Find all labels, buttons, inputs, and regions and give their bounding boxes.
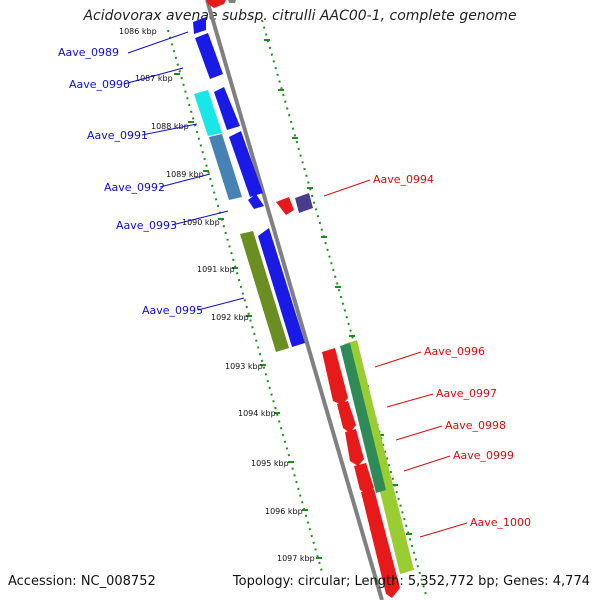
reverse-genes bbox=[322, 348, 400, 598]
gene-label-aave-0997[interactable]: Aave_0997 bbox=[436, 387, 497, 400]
gene-block-seagreen[interactable] bbox=[340, 343, 386, 493]
gene-block-aave-0991-cyan[interactable] bbox=[194, 90, 222, 136]
left-dotted-guide bbox=[167, 29, 323, 573]
tick-label: 1092 kbp bbox=[211, 313, 249, 322]
forward-genes bbox=[193, 17, 305, 347]
genome-stats-text: Topology: circular; Length: 5,352,772 bp… bbox=[232, 574, 590, 589]
tick-label: 1093 kbp bbox=[225, 362, 263, 371]
gene-label-aave-0990[interactable]: Aave_0990 bbox=[69, 78, 130, 91]
tick-label: 1087 kbp bbox=[135, 74, 173, 83]
tick-label: 1091 kbp bbox=[197, 265, 235, 274]
gene-arrow-aave-0996[interactable] bbox=[322, 348, 348, 405]
gene-arrow-aave-0995[interactable] bbox=[258, 228, 305, 347]
right-gene-labels: Aave_0994 Aave_0996 Aave_0997 Aave_0998 … bbox=[373, 173, 531, 529]
tick-label: 1094 kbp bbox=[238, 409, 276, 418]
tick-label: 1089 kbp bbox=[166, 170, 204, 179]
gene-label-aave-0996[interactable]: Aave_0996 bbox=[424, 345, 485, 358]
gene-label-aave-0999[interactable]: Aave_0999 bbox=[453, 449, 514, 462]
gene-arrow-aave-0998[interactable] bbox=[345, 429, 364, 466]
gene-label-aave-1000[interactable]: Aave_1000 bbox=[470, 516, 531, 529]
tick-label: 1086 kbp bbox=[119, 27, 157, 36]
left-gene-labels: Aave_0989 Aave_0990 Aave_0991 Aave_0992 … bbox=[58, 46, 203, 317]
gene-arrow-top-partial-2[interactable] bbox=[228, 0, 236, 3]
gene-label-aave-0992[interactable]: Aave_0992 bbox=[104, 181, 165, 194]
left-scale-dashes bbox=[174, 73, 322, 559]
gene-arrow-aave-0990[interactable] bbox=[195, 33, 223, 79]
gene-label-aave-0998[interactable]: Aave_0998 bbox=[445, 419, 506, 432]
gene-arrow-aave-0993[interactable] bbox=[248, 194, 264, 209]
gene-arrow-aave-0997[interactable] bbox=[337, 401, 356, 433]
left-leader-lines bbox=[123, 31, 245, 311]
gene-arrow-top-partial[interactable] bbox=[206, 0, 226, 8]
gene-label-aave-0993[interactable]: Aave_0993 bbox=[116, 219, 177, 232]
tick-label: 1088 kbp bbox=[151, 122, 189, 131]
gene-label-aave-0994[interactable]: Aave_0994 bbox=[373, 173, 434, 186]
tick-label: 1096 kbp bbox=[265, 507, 303, 516]
gene-label-aave-0989[interactable]: Aave_0989 bbox=[58, 46, 119, 59]
gene-arrow-aave-0999[interactable] bbox=[354, 463, 374, 494]
gene-arrow-aave-0991[interactable] bbox=[214, 87, 240, 130]
genome-title: Acidovorax avenae subsp. citrulli AAC00-… bbox=[83, 8, 517, 24]
gene-block-aave-0994-purple[interactable] bbox=[295, 193, 313, 213]
gene-label-aave-0991[interactable]: Aave_0991 bbox=[87, 129, 148, 142]
gene-arrow-aave-1000[interactable] bbox=[361, 489, 400, 598]
gene-arrow-aave-0989[interactable] bbox=[193, 17, 206, 34]
right-dotted-guide bbox=[261, 19, 427, 596]
accession-text: Accession: NC_008752 bbox=[8, 574, 156, 589]
tick-label: 1095 kbp bbox=[251, 459, 289, 468]
right-leader-lines bbox=[323, 179, 468, 538]
gene-arrow-aave-0994-red[interactable] bbox=[276, 197, 294, 215]
gene-block-aave-0992-steelblue[interactable] bbox=[209, 134, 242, 200]
gene-block-aave-0995-olive[interactable] bbox=[240, 231, 289, 352]
scale-labels: 1086 kbp 1087 kbp 1088 kbp 1089 kbp 1090… bbox=[119, 27, 315, 563]
tick-label: 1090 kbp bbox=[182, 218, 220, 227]
genome-backbone bbox=[205, 0, 384, 600]
gene-arrow-aave-0992[interactable] bbox=[229, 131, 263, 197]
gene-label-aave-0995[interactable]: Aave_0995 bbox=[142, 304, 203, 317]
tick-label: 1097 kbp bbox=[277, 554, 315, 563]
